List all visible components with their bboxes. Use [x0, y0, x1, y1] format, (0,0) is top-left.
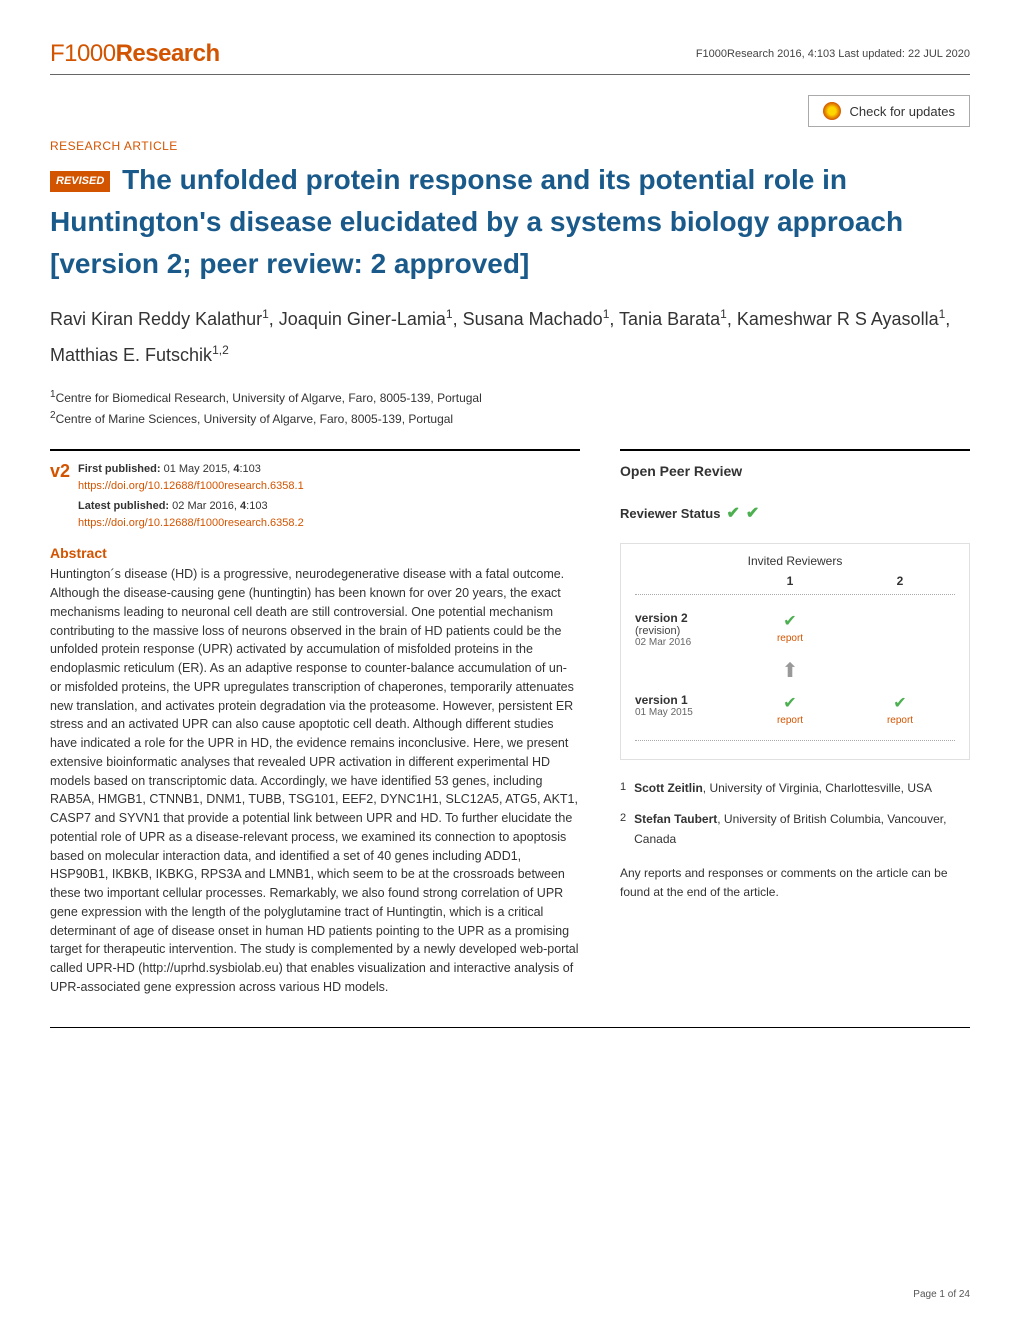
article-title: REVISED The unfolded protein response an… — [50, 159, 970, 285]
invited-reviewers-label: Invited Reviewers — [635, 554, 955, 574]
article-type: RESEARCH ARTICLE — [50, 139, 970, 153]
updates-icon — [823, 102, 841, 120]
header-row: F1000Research F1000Research 2016, 4:103 … — [50, 40, 970, 75]
check-icon: ✔ — [783, 613, 796, 630]
check-icon: ✔ — [783, 695, 796, 712]
check-icon: ✔ — [726, 503, 739, 523]
logo-suffix: Research — [116, 40, 220, 67]
latest-doi-link[interactable]: https://doi.org/10.12688/f1000research.6… — [78, 517, 304, 529]
first-published: First published: 01 May 2015, 4:103 — [78, 461, 304, 478]
peer-review-box: Open Peer Review Reviewer Status ✔ ✔ Inv… — [620, 449, 970, 902]
reviewer-col-1: 1 — [735, 574, 845, 588]
latest-published: Latest published: 02 Mar 2016, 4:103 — [78, 498, 304, 515]
peer-review-heading: Open Peer Review — [620, 463, 970, 479]
affiliation-1: 1Centre for Biomedical Research, Univers… — [50, 387, 970, 408]
check-icon: ✔ — [893, 695, 906, 712]
version-1-row: version 1 01 May 2015 ✔ report ✔ report — [635, 687, 955, 732]
version-2-row: version 2 (revision) 02 Mar 2016 ✔ repor… — [635, 605, 955, 654]
reviewers-list: 1 Scott Zeitlin, University of Virginia,… — [620, 778, 970, 849]
reviewer-item: 2 Stefan Taubert, University of British … — [620, 809, 970, 850]
header-meta: F1000Research 2016, 4:103 Last updated: … — [696, 48, 970, 60]
review-table: Invited Reviewers 1 2 version 2 (revisio… — [620, 543, 970, 760]
version-badge: v2 — [50, 461, 70, 482]
report-link[interactable]: report — [735, 633, 845, 644]
page-number: Page 1 of 24 — [913, 1289, 970, 1300]
abstract-heading: Abstract — [50, 545, 580, 561]
revised-badge: REVISED — [50, 171, 110, 192]
check-updates-label: Check for updates — [849, 104, 955, 119]
reviewer-status: Reviewer Status ✔ ✔ — [620, 503, 970, 523]
affiliations: 1Centre for Biomedical Research, Univers… — [50, 387, 970, 429]
check-updates-button[interactable]: Check for updates — [808, 95, 970, 127]
authors: Ravi Kiran Reddy Kalathur1, Joaquin Gine… — [50, 301, 970, 373]
report-link[interactable]: report — [735, 715, 845, 726]
peer-note: Any reports and responses or comments on… — [620, 864, 970, 902]
check-icon: ✔ — [746, 503, 759, 523]
bottom-rule — [50, 1027, 970, 1028]
first-doi-link[interactable]: https://doi.org/10.12688/f1000research.6… — [78, 480, 304, 492]
publication-info: v2 First published: 01 May 2015, 4:103 h… — [50, 449, 580, 531]
journal-logo: F1000Research — [50, 40, 220, 68]
title-text: The unfolded protein response and its po… — [50, 164, 903, 279]
reviewer-item: 1 Scott Zeitlin, University of Virginia,… — [620, 778, 970, 798]
reviewer-col-2: 2 — [845, 574, 955, 588]
logo-prefix: F1000 — [50, 40, 116, 67]
affiliation-2: 2Centre of Marine Sciences, University o… — [50, 408, 970, 429]
report-link[interactable]: report — [845, 715, 955, 726]
arrow-up-icon: ⬆ — [735, 658, 845, 683]
abstract-text: Huntington´s disease (HD) is a progressi… — [50, 565, 580, 996]
